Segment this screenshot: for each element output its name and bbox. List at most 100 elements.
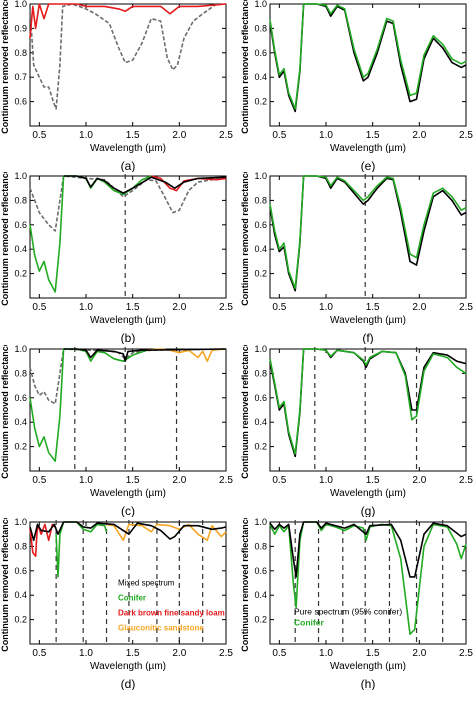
series-line-0 xyxy=(269,175,467,292)
x-tick-label: 2.5 xyxy=(219,302,233,313)
y-tick-label: 0.2 xyxy=(254,615,267,625)
chart-panel-f: 0.5 1.0 1.5 2.0 2.5 0.2 0.4 0.6 0.8 1.0 Wavelength… xyxy=(240,168,474,345)
x-tick-label: 2.5 xyxy=(219,130,233,141)
panel-letter: (e) xyxy=(361,159,376,172)
y-tick-label: 0.2 xyxy=(14,442,27,452)
y-tick-label: 0.8 xyxy=(254,195,267,205)
series-line-1 xyxy=(55,521,108,578)
chart-svg-h: 0.5 1.0 1.5 2.0 2.5 0.2 0.4 0.6 0.8 1.0 Wavelength… xyxy=(240,514,473,691)
y-tick-label: 0.4 xyxy=(14,417,27,427)
y-tick-label: 0.6 xyxy=(14,220,27,230)
x-axis-label: Wavelength (µm) xyxy=(330,143,406,154)
chart-panel-g: 0.5 1.0 1.5 2.0 2.5 0.2 0.4 0.6 0.8 1.0 Wavelength… xyxy=(240,341,474,518)
y-tick-label: 0.6 xyxy=(14,566,27,576)
x-tick-label: 0.5 xyxy=(272,648,286,659)
y-tick-label: 0.2 xyxy=(254,269,267,279)
series-line-0 xyxy=(269,3,467,113)
chart-svg-f: 0.5 1.0 1.5 2.0 2.5 0.2 0.4 0.6 0.8 1.0 Wavelength… xyxy=(240,168,473,345)
series-line-0 xyxy=(29,175,227,232)
y-axis-label: Continuum removed reflectance xyxy=(0,0,10,134)
x-tick-label: 2.0 xyxy=(172,648,186,659)
y-tick-label: 1.0 xyxy=(254,0,267,9)
x-axis-label: Wavelength (µm) xyxy=(90,315,166,326)
y-tick-label: 1.0 xyxy=(14,345,27,354)
chart-svg-c: 0.5 1.0 1.5 2.0 2.5 0.2 0.4 0.6 0.8 1.0 Wavelength… xyxy=(0,341,233,518)
y-tick-label: 0.8 xyxy=(14,48,27,58)
x-tick-label: 2.5 xyxy=(459,302,473,313)
chart-svg-a: 0.5 1.0 1.5 2.0 2.5 0.6 0.7 0.8 0.9 1.0 Wavelength… xyxy=(0,0,233,173)
legend-entry: Mixed spectrum xyxy=(118,578,175,587)
y-tick-label: 1.0 xyxy=(14,0,27,9)
y-tick-label: 0.8 xyxy=(254,541,267,551)
y-tick-label: 0.9 xyxy=(14,23,27,33)
x-tick-label: 2.0 xyxy=(172,130,186,141)
y-axis-label: Continuum removed reflectance xyxy=(240,518,250,652)
x-tick-label: 2.5 xyxy=(459,648,473,659)
x-tick-label: 2.5 xyxy=(219,648,233,659)
plot-frame xyxy=(269,348,467,472)
x-tick-label: 1.5 xyxy=(126,475,140,486)
x-tick-label: 1.0 xyxy=(79,302,93,313)
plot-frame xyxy=(29,3,227,127)
chart-panel-h: 0.5 1.0 1.5 2.0 2.5 0.2 0.4 0.6 0.8 1.0 Wavelength… xyxy=(240,514,474,691)
series-line-1 xyxy=(269,521,467,578)
chart-panel-e: 0.5 1.0 1.5 2.0 2.5 0.2 0.4 0.6 0.8 1.0 Wavelength… xyxy=(240,0,474,173)
x-tick-label: 0.5 xyxy=(272,130,286,141)
y-tick-label: 1.0 xyxy=(254,518,267,527)
series-line-1 xyxy=(269,175,467,289)
legend-entry: Conifer xyxy=(118,593,146,602)
x-tick-label: 2.5 xyxy=(219,475,233,486)
panel-letter: (b) xyxy=(121,331,136,344)
y-tick-label: 1.0 xyxy=(254,345,267,354)
x-tick-label: 2.0 xyxy=(412,648,426,659)
legend-entry: Glauconitic sandstone xyxy=(118,623,204,632)
series-line-1 xyxy=(29,175,152,293)
panel-letter: (g) xyxy=(361,504,376,517)
x-axis-label: Wavelength (µm) xyxy=(90,661,166,672)
x-tick-label: 1.0 xyxy=(79,130,93,141)
y-tick-label: 1.0 xyxy=(254,172,267,181)
series-line-2 xyxy=(146,348,227,362)
x-axis-label: Wavelength (µm) xyxy=(330,488,406,499)
x-tick-label: 1.0 xyxy=(319,302,333,313)
y-tick-label: 0.8 xyxy=(254,23,267,33)
x-tick-label: 0.5 xyxy=(32,302,46,313)
y-tick-label: 0.6 xyxy=(14,97,27,107)
y-tick-label: 0.6 xyxy=(254,48,267,58)
x-tick-label: 2.0 xyxy=(172,475,186,486)
y-axis-label: Continuum removed reflectance xyxy=(0,518,10,652)
panel-letter: (d) xyxy=(121,677,136,690)
y-tick-label: 0.4 xyxy=(14,590,27,600)
y-tick-label: 0.2 xyxy=(254,442,267,452)
panel-letter: (a) xyxy=(121,159,136,172)
series-line-3 xyxy=(63,175,227,194)
panel-letter: (f) xyxy=(362,331,373,344)
x-axis-label: Wavelength (µm) xyxy=(330,661,406,672)
y-tick-label: 0.4 xyxy=(254,244,267,254)
series-line-0 xyxy=(29,3,226,110)
x-tick-label: 2.0 xyxy=(412,475,426,486)
x-tick-label: 1.5 xyxy=(366,475,380,486)
x-tick-label: 2.5 xyxy=(459,130,473,141)
y-tick-label: 0.8 xyxy=(14,368,27,378)
y-tick-label: 0.8 xyxy=(14,541,27,551)
y-tick-label: 0.4 xyxy=(254,72,267,82)
y-tick-label: 0.4 xyxy=(14,244,27,254)
y-tick-label: 0.2 xyxy=(14,269,27,279)
x-tick-label: 2.0 xyxy=(412,130,426,141)
x-tick-label: 1.5 xyxy=(366,302,380,313)
x-tick-label: 0.5 xyxy=(32,130,46,141)
x-tick-label: 1.5 xyxy=(126,130,140,141)
panel-letter: (c) xyxy=(121,504,135,517)
x-tick-label: 2.0 xyxy=(172,302,186,313)
y-tick-label: 0.6 xyxy=(14,393,27,403)
plot-frame xyxy=(29,348,227,472)
x-tick-label: 1.0 xyxy=(79,475,93,486)
y-axis-label: Continuum removed reflectance xyxy=(0,345,10,479)
x-axis-label: Wavelength (µm) xyxy=(90,488,166,499)
series-line-1 xyxy=(29,3,227,39)
chart-svg-d: 0.5 1.0 1.5 2.0 2.5 0.2 0.4 0.6 0.8 1.0 Wavelength… xyxy=(0,514,233,691)
y-axis-label: Continuum removed reflectance xyxy=(240,172,250,306)
x-tick-label: 2.5 xyxy=(459,475,473,486)
x-tick-label: 1.5 xyxy=(366,648,380,659)
